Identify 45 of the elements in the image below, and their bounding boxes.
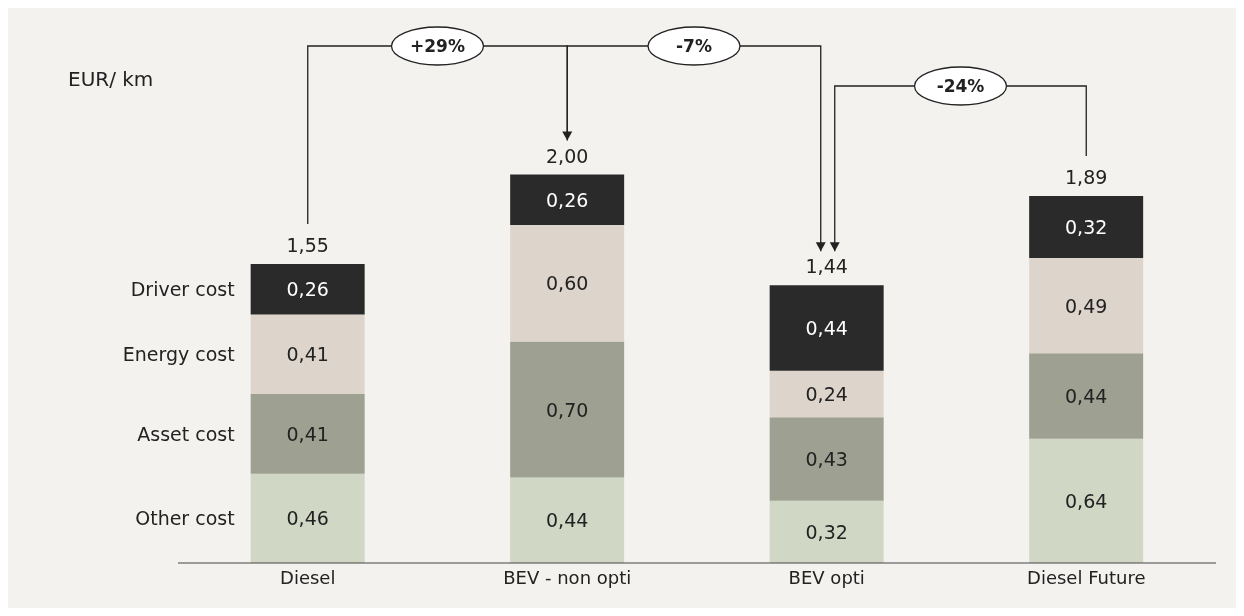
data-label: 0,24 [805, 383, 848, 406]
total-label: 1,44 [805, 255, 848, 278]
series-label: Other cost [135, 507, 235, 530]
x-tick-label: BEV - non opti [503, 566, 632, 588]
bar [250, 473, 365, 563]
data-label: 0,32 [1065, 216, 1108, 239]
data-label: 0,26 [286, 278, 329, 301]
data-label: 0,32 [805, 520, 848, 543]
data-label: 0,41 [286, 343, 329, 366]
bar [1029, 438, 1144, 563]
bar [250, 314, 365, 395]
x-tick-label: Diesel Future [1027, 566, 1146, 588]
bar [510, 477, 625, 563]
total-label: 2,00 [546, 144, 589, 167]
data-label: 0,49 [1065, 294, 1108, 317]
total-label: 1,55 [286, 233, 329, 256]
bar [769, 500, 884, 563]
data-label: 0,60 [546, 272, 589, 295]
y-axis-title: EUR/ km [68, 67, 154, 91]
bar [1029, 195, 1144, 259]
x-tick-label: BEV opti [788, 566, 865, 588]
data-label: 0,46 [286, 507, 329, 530]
data-label: 0,44 [1065, 384, 1108, 407]
bar [510, 225, 625, 342]
bar [250, 263, 365, 315]
series-label: Asset cost [137, 422, 235, 445]
data-label: 0,43 [805, 448, 848, 471]
bar [250, 394, 365, 474]
data-label: 0,44 [546, 509, 589, 532]
series-label: Energy cost [122, 343, 235, 366]
data-label: 0,26 [546, 188, 589, 211]
bar [1029, 258, 1144, 354]
bar [769, 370, 884, 418]
total-label: 1,89 [1065, 165, 1108, 188]
x-tick-label: Diesel [280, 566, 336, 588]
series-label: Driver cost [130, 278, 235, 301]
data-label: 0,64 [1065, 489, 1108, 512]
bar [769, 285, 884, 371]
data-label: 0,41 [286, 422, 329, 445]
bar [510, 174, 625, 226]
data-label: 0,70 [546, 398, 589, 421]
bar [769, 417, 884, 501]
bar [1029, 353, 1144, 439]
bar [510, 341, 625, 478]
data-label: 0,44 [805, 317, 848, 340]
